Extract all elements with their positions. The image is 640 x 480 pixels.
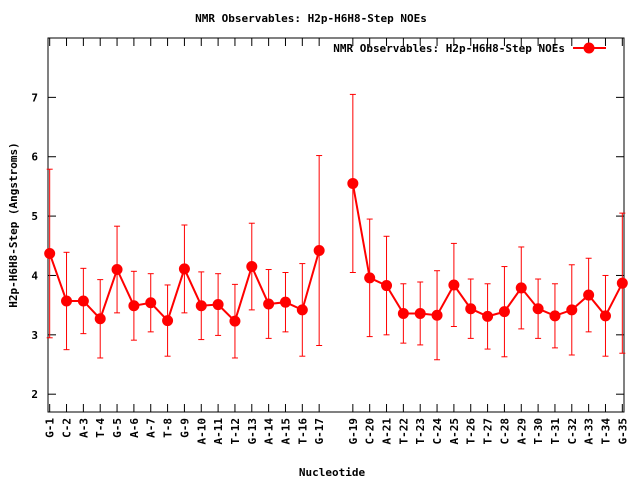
data-point	[162, 315, 174, 327]
x-tick-label: A-3	[77, 418, 90, 438]
x-tick-label: T-30	[532, 418, 545, 445]
x-tick-label: C-20	[364, 418, 377, 445]
x-tick-label: T-16	[296, 418, 309, 445]
x-tick-label: A-33	[583, 418, 596, 445]
data-point	[296, 304, 308, 316]
chart-title: NMR Observables: H2p-H6H8-Step NOEs	[195, 12, 427, 25]
x-tick-label: T-22	[397, 418, 410, 445]
x-tick-label: C-2	[61, 418, 74, 438]
x-tick-label: A-11	[212, 418, 225, 445]
data-point	[279, 296, 291, 308]
x-tick-label: G-19	[347, 418, 360, 445]
data-point	[128, 300, 140, 312]
x-tick-label: C-28	[498, 418, 511, 445]
y-tick-label: 4	[31, 269, 38, 282]
data-point	[616, 277, 628, 289]
data-point	[229, 315, 241, 327]
data-point	[381, 280, 393, 292]
x-axis-label: Nucleotide	[299, 466, 366, 479]
data-point	[498, 306, 510, 318]
x-tick-label: G-13	[246, 418, 259, 445]
x-tick-label: A-29	[515, 418, 528, 445]
x-tick-label: T-31	[549, 418, 562, 445]
data-point	[313, 245, 325, 257]
plot-frame	[47, 37, 625, 413]
x-tick-label: A-6	[128, 418, 141, 438]
y-tick-label: 7	[31, 91, 38, 104]
data-point	[246, 261, 258, 273]
data-point	[465, 303, 477, 315]
y-tick-label: 6	[31, 151, 38, 164]
x-tick-label: C-24	[431, 418, 444, 445]
y-tick-label: 5	[31, 210, 38, 223]
data-point	[111, 264, 123, 276]
plot-border	[47, 37, 625, 413]
x-tick-label: T-8	[162, 418, 175, 438]
data-point	[44, 247, 56, 259]
data-point	[263, 298, 275, 310]
x-tick-label: G-17	[313, 418, 326, 445]
x-tick-label: T-27	[482, 418, 495, 445]
data-point	[195, 300, 207, 312]
legend-marker	[583, 42, 595, 54]
x-tick-label: G-1	[44, 418, 57, 438]
y-tick-label: 3	[31, 329, 38, 342]
series-layer	[44, 93, 628, 361]
data-point	[414, 307, 426, 319]
x-axis: G-1 C-2 A-3 T-4 G-5 A-6 A-7 T-8 G-9 A-10 A-11 T-12 G…	[44, 38, 629, 445]
data-point	[61, 295, 73, 307]
x-tick-label: A-10	[195, 418, 208, 445]
data-point	[397, 307, 409, 319]
x-tick-label: A-21	[381, 418, 394, 445]
x-tick-label: T-26	[465, 418, 478, 445]
x-tick-label: G-9	[178, 418, 191, 438]
data-point	[431, 309, 443, 321]
x-tick-label: A-7	[145, 418, 158, 438]
data-point	[364, 272, 376, 284]
x-tick-label: T-12	[229, 418, 242, 445]
data-point	[583, 289, 595, 301]
x-tick-label: T-34	[599, 418, 612, 445]
x-tick-label: C-32	[566, 418, 579, 445]
data-point	[448, 279, 460, 291]
x-tick-label: T-23	[414, 418, 427, 445]
data-point	[515, 282, 527, 294]
legend: NMR Observables: H2p-H6H8-Step NOEs	[333, 42, 606, 55]
data-point	[94, 313, 106, 325]
data-point	[549, 310, 561, 322]
x-tick-label: G-5	[111, 418, 124, 438]
y-axis: 2 3 4 5 6 7	[31, 91, 624, 401]
y-axis-label: H2p-H6H8-Step (Angstroms)	[7, 142, 20, 308]
legend-label: NMR Observables: H2p-H6H8-Step NOEs	[333, 42, 565, 55]
data-point	[599, 310, 611, 322]
data-point	[145, 297, 157, 309]
x-tick-label: A-14	[263, 418, 276, 445]
x-tick-label: A-15	[279, 418, 292, 445]
data-point	[77, 295, 89, 307]
x-tick-label: A-25	[448, 418, 461, 445]
data-point	[532, 303, 544, 315]
data-point	[178, 263, 190, 275]
data-point	[347, 177, 359, 189]
x-tick-label: T-4	[94, 418, 107, 438]
data-point	[482, 310, 494, 322]
data-point	[212, 299, 224, 311]
y-tick-label: 2	[31, 388, 38, 401]
x-tick-label: G-35	[616, 418, 629, 445]
data-point	[566, 304, 578, 316]
